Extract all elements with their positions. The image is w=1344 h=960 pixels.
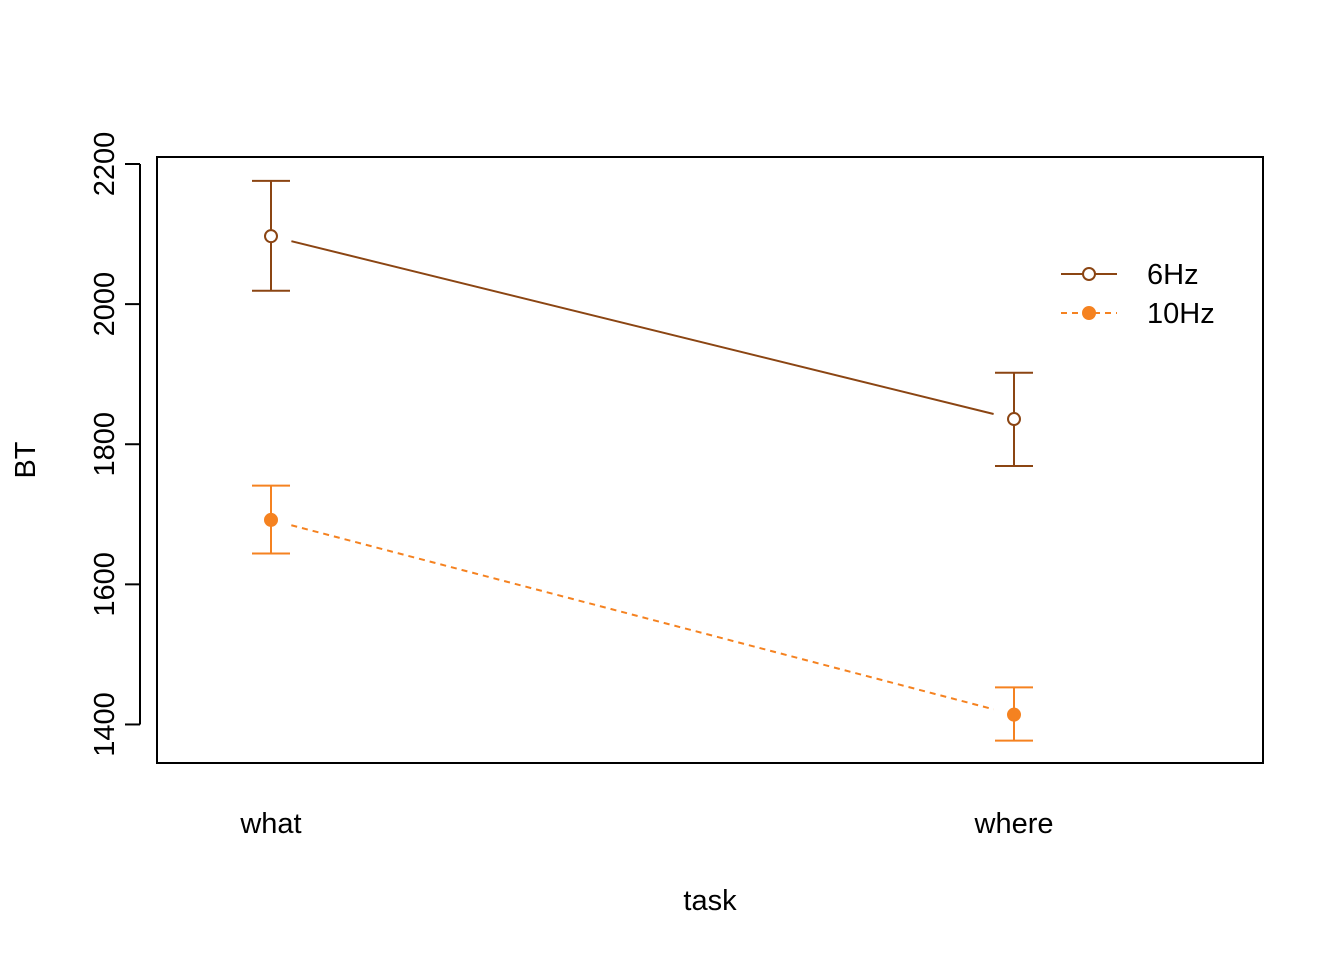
- y-tick-label: 1400: [89, 692, 121, 757]
- legend-label: 10Hz: [1147, 298, 1215, 330]
- data-point: [264, 512, 278, 527]
- data-point: [264, 229, 278, 244]
- y-tick-label: 1600: [89, 552, 121, 617]
- data-point: [1007, 707, 1021, 722]
- legend-marker: [1082, 306, 1096, 320]
- x-tick-label: what: [239, 808, 301, 840]
- x-axis: what where: [239, 808, 1053, 840]
- series-line: [291, 240, 994, 415]
- series-6Hz: [252, 179, 1033, 467]
- y-tick-label: 2000: [89, 272, 121, 337]
- series-layer: [252, 179, 1033, 742]
- x-axis-label: task: [683, 885, 737, 917]
- y-axis: 1400 1600 1800 2000 2200: [89, 132, 141, 757]
- plot-frame: [156, 156, 1264, 764]
- legend: 6Hz 10Hz: [1061, 259, 1215, 330]
- legend-marker: [1082, 267, 1096, 281]
- legend-label: 6Hz: [1147, 259, 1199, 291]
- y-axis-label: BT: [10, 441, 42, 478]
- y-tick-label: 1800: [89, 412, 121, 477]
- series-line: [291, 524, 994, 711]
- data-point: [1007, 412, 1021, 427]
- y-tick-label: 2200: [89, 132, 121, 197]
- series-10Hz: [252, 484, 1033, 742]
- x-tick-label: where: [974, 808, 1054, 840]
